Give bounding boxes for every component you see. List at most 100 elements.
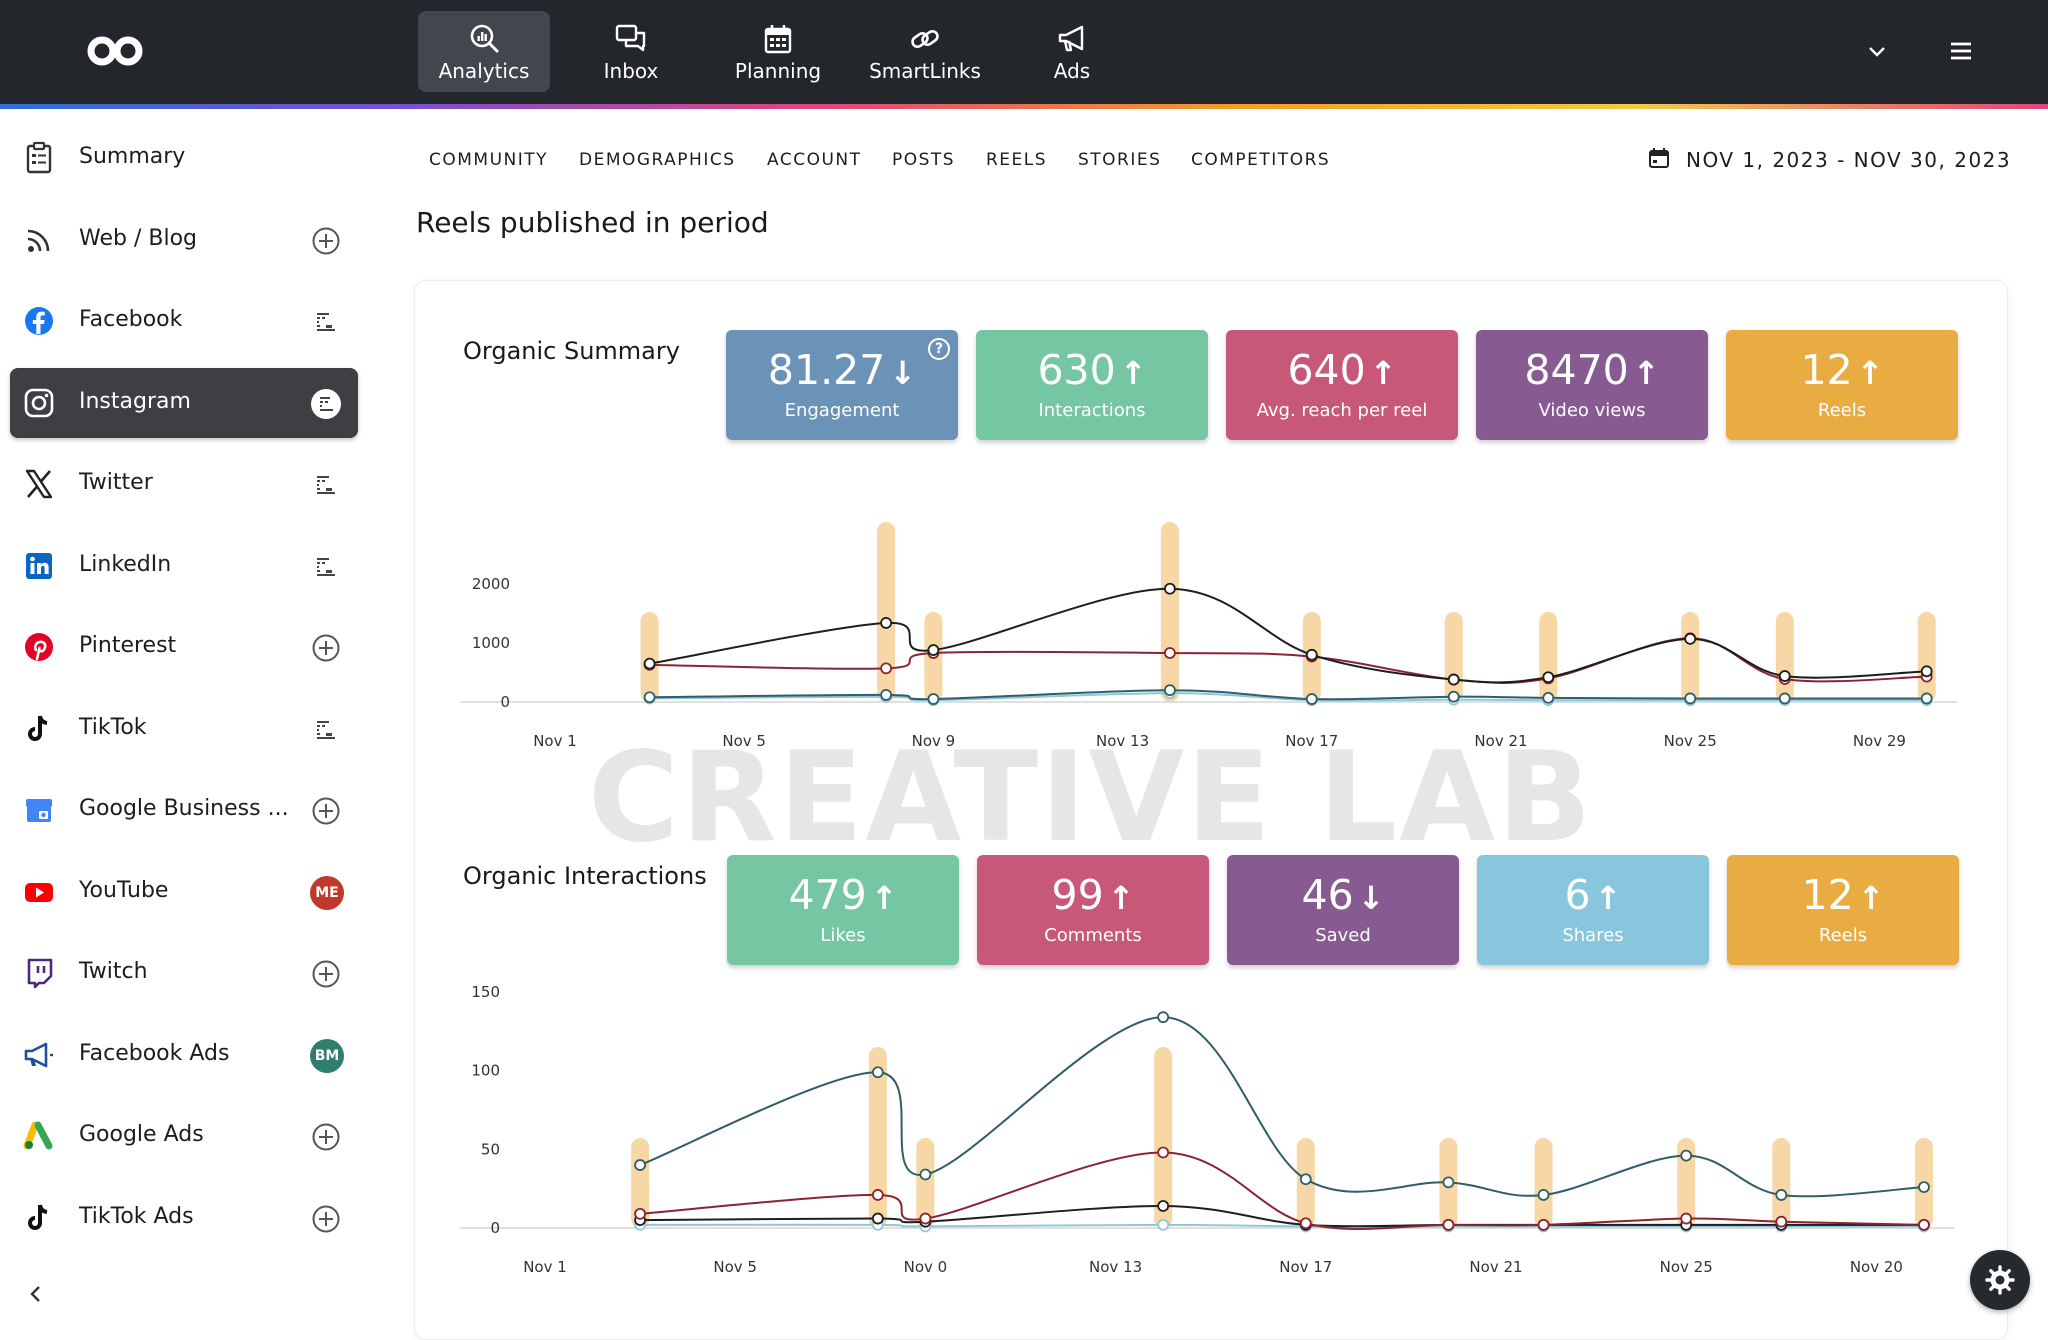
account-mini-icon[interactable] (310, 469, 342, 501)
nav-analytics[interactable]: Analytics (418, 11, 550, 92)
brand-gradient-divider (0, 104, 2048, 109)
x-tick-label: Nov 9 (912, 732, 956, 750)
account-mini-icon[interactable] (310, 714, 342, 746)
tab-competitors[interactable]: COMPETITORS (1191, 150, 1331, 170)
sidebar-item-label: Web / Blog (79, 226, 197, 251)
sidebar-item-web-blog[interactable]: Web / Blog (10, 205, 358, 275)
sidebar-item-twitter[interactable]: Twitter (10, 449, 358, 519)
tab-reels[interactable]: REELS (986, 150, 1048, 170)
reels-card (414, 280, 2008, 1340)
y-tick-label: 0 (500, 693, 510, 711)
data-point (1447, 673, 1460, 686)
kpi-label: Saved (1315, 925, 1371, 946)
kpi-video-views[interactable]: 8470 ↑ Video views (1476, 330, 1708, 440)
add-circle-icon[interactable] (310, 958, 342, 990)
x-tick-label: Nov 5 (713, 1258, 757, 1276)
sidebar-item-google-business[interactable]: Google Business ... (10, 775, 358, 845)
sidebar-item-youtube[interactable]: YouTube ME (10, 857, 358, 927)
x-icon (25, 469, 53, 499)
facebook-icon (25, 307, 53, 335)
sidebar-item-twitch[interactable]: Twitch (10, 938, 358, 1008)
collapse-sidebar-icon[interactable] (24, 1282, 48, 1306)
kpi-value: 81.27 (767, 346, 886, 394)
facebook-ads-icon (24, 1042, 53, 1068)
arrow-up-icon: ↑ (870, 879, 898, 917)
app-logo-icon[interactable] (86, 34, 144, 68)
chevron-down-icon[interactable] (1864, 38, 1890, 64)
arrow-down-icon: ↓ (889, 354, 917, 392)
tab-account[interactable]: ACCOUNT (767, 150, 862, 170)
settings-button[interactable] (1970, 1250, 2030, 1310)
data-point (880, 662, 893, 675)
add-circle-icon[interactable] (310, 632, 342, 664)
arrow-up-icon: ↑ (1594, 879, 1622, 917)
account-avatar-icon[interactable] (310, 388, 342, 420)
kpi-saved[interactable]: 46 ↓ Saved (1227, 855, 1459, 965)
reel-bar (1154, 1047, 1173, 1228)
add-circle-icon[interactable] (310, 1203, 342, 1235)
instagram-icon (24, 388, 54, 418)
sidebar-item-label: Google Business ... (79, 796, 289, 821)
data-point (1775, 1215, 1788, 1228)
data-point (634, 1207, 647, 1220)
nav-planning[interactable]: Planning (712, 11, 844, 92)
arrow-up-icon: ↑ (1632, 354, 1660, 392)
nav-smartlinks[interactable]: SmartLinks (859, 11, 991, 92)
tab-stories[interactable]: STORIES (1078, 150, 1162, 170)
reel-bar (640, 612, 659, 702)
account-mini-icon[interactable] (310, 551, 342, 583)
kpi-reels[interactable]: 12 ↑ Reels (1726, 330, 1958, 440)
data-point (1442, 1218, 1455, 1231)
nav-inbox[interactable]: Inbox (565, 11, 697, 92)
kpi-reels-2[interactable]: 12 ↑ Reels (1727, 855, 1959, 965)
arrow-down-icon: ↓ (1357, 879, 1385, 917)
nav-ads[interactable]: Ads (1006, 11, 1138, 92)
arrow-up-icon: ↑ (1369, 354, 1397, 392)
data-point (1299, 1217, 1312, 1230)
kpi-value: 640 (1287, 346, 1366, 394)
sidebar-item-tiktok-ads[interactable]: TikTok Ads (10, 1183, 358, 1253)
data-point (1680, 1149, 1693, 1162)
data-point (1778, 692, 1791, 705)
sidebar-item-google-ads[interactable]: Google Ads (10, 1101, 358, 1171)
data-point (1537, 1189, 1550, 1201)
reel-bar (1917, 612, 1936, 702)
kpi-avg-reach[interactable]: 640 ↑ Avg. reach per reel (1226, 330, 1458, 440)
page-title: Reels published in period (416, 206, 769, 239)
sidebar-item-instagram[interactable]: Instagram (10, 368, 358, 438)
sidebar-item-facebook[interactable]: Facebook (10, 286, 358, 356)
series-line (640, 1204, 1924, 1228)
tiktok-icon (28, 1204, 48, 1230)
sidebar-item-facebook-ads[interactable]: Facebook Ads BM (10, 1020, 358, 1090)
nav-planning-label: Planning (734, 59, 822, 83)
calendar-icon (764, 25, 792, 54)
sidebar-item-linkedin[interactable]: LinkedIn (10, 531, 358, 601)
hamburger-menu-icon[interactable] (1946, 36, 1976, 66)
kpi-shares[interactable]: 6 ↑ Shares (1477, 855, 1709, 965)
account-mini-icon[interactable] (310, 306, 342, 338)
add-circle-icon[interactable] (310, 225, 342, 257)
kpi-comments[interactable]: 99 ↑ Comments (977, 855, 1209, 965)
add-circle-icon[interactable] (310, 795, 342, 827)
reel-bar (1772, 1138, 1791, 1228)
help-icon[interactable]: ? (928, 338, 950, 360)
kpi-engagement[interactable]: 81.27 ↓ Engagement ? (726, 330, 958, 440)
sidebar-item-tiktok[interactable]: TikTok (10, 694, 358, 764)
account-badge[interactable]: ME (310, 876, 344, 910)
data-point (880, 617, 893, 629)
kpi-likes[interactable]: 479 ↑ Likes (727, 855, 959, 965)
kpi-interactions[interactable]: 630 ↑ Interactions (976, 330, 1208, 440)
tab-community[interactable]: COMMUNITY (429, 150, 549, 170)
sidebar-item-label: Summary (79, 144, 186, 169)
data-point (1157, 1200, 1170, 1212)
account-badge[interactable]: BM (310, 1039, 344, 1073)
sidebar-item-pinterest[interactable]: Pinterest (10, 612, 358, 682)
tab-posts[interactable]: POSTS (892, 150, 956, 170)
kpi-value: 12 (1800, 346, 1853, 394)
add-circle-icon[interactable] (310, 1121, 342, 1153)
tab-demographics[interactable]: DEMOGRAPHICS (579, 150, 736, 170)
x-tick-label: Nov 21 (1474, 732, 1527, 750)
series-line (639, 1016, 1925, 1198)
arrow-up-icon: ↑ (1107, 879, 1135, 917)
sidebar-item-summary[interactable]: Summary (10, 123, 358, 193)
